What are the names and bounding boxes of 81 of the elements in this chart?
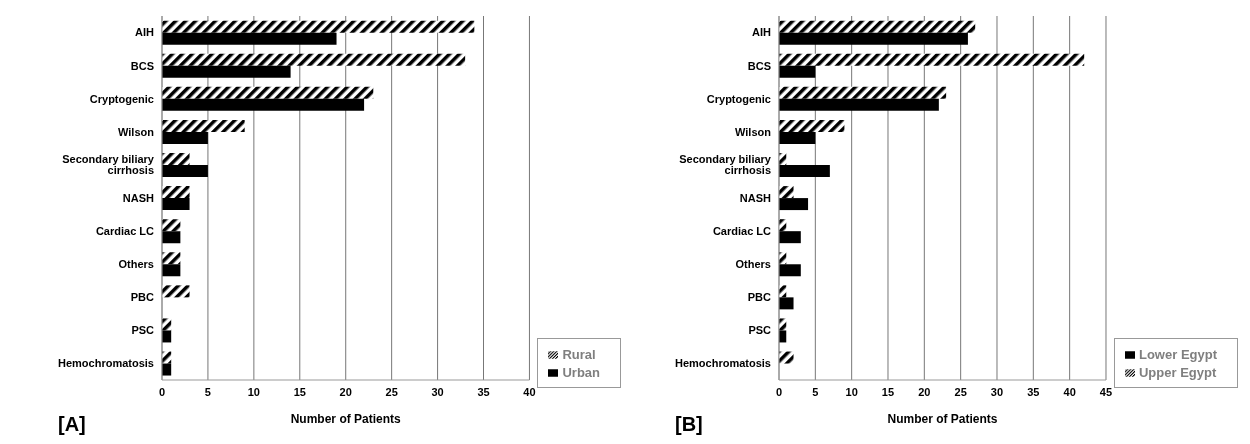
x-tick-label: 35 — [477, 385, 490, 398]
x-tick-label: 10 — [845, 385, 858, 398]
bar — [779, 65, 816, 78]
x-tick-label: 20 — [918, 385, 931, 398]
bar — [162, 219, 181, 232]
bar — [162, 264, 181, 277]
x-tick-label: 30 — [990, 385, 1004, 398]
y-tick-label: AIH — [752, 26, 772, 39]
text: [B] — [675, 413, 703, 436]
legend-label: Upper Egypt — [1138, 365, 1217, 380]
bar — [779, 131, 816, 144]
x-tick-label: 35 — [1027, 385, 1040, 398]
y-tick-label: Wilson — [118, 125, 155, 138]
bar — [779, 86, 947, 99]
y-tick-label: Others — [118, 258, 154, 271]
bar — [162, 20, 475, 33]
bar — [779, 297, 794, 310]
bar — [162, 252, 181, 265]
bar — [162, 119, 245, 132]
bar — [162, 65, 291, 78]
x-tick-label: 10 — [247, 385, 260, 398]
bar — [779, 53, 1085, 66]
y-tick-label: AIH — [135, 26, 155, 39]
y-tick-label: BCS — [747, 59, 771, 72]
bar — [779, 198, 809, 211]
x-tick-label: 25 — [954, 385, 967, 398]
y-tick-label: Cardiac LC — [712, 225, 772, 237]
y-tick-label: NASH — [739, 191, 772, 204]
bar — [779, 351, 794, 364]
bar — [779, 186, 794, 199]
bar — [162, 32, 337, 45]
legend-label: Rural — [562, 347, 596, 362]
y-tick-label: BCS — [130, 59, 154, 72]
y-tick-label: PBC — [130, 291, 155, 304]
bar — [779, 98, 939, 111]
bar — [162, 53, 466, 66]
bar — [162, 98, 365, 111]
bar — [162, 131, 208, 144]
bar — [779, 32, 968, 45]
bar — [779, 20, 976, 33]
y-tick-label: PSC — [748, 324, 772, 337]
y-tick-label: NASH — [122, 191, 155, 204]
bar — [162, 165, 208, 177]
bar — [162, 285, 190, 298]
y-tick-label: Cryptogenic — [706, 92, 771, 105]
x-tick-label: 5 — [204, 385, 211, 398]
x-tick-label: 40 — [1063, 385, 1076, 398]
bar — [779, 165, 830, 177]
y-tick-label: Cryptogenic — [89, 92, 154, 105]
text: [A] — [58, 413, 86, 436]
legend-label: Urban — [562, 365, 600, 380]
bar — [162, 198, 190, 211]
bar — [779, 119, 845, 132]
x-tick-label: 45 — [1099, 385, 1113, 398]
bar — [162, 231, 181, 244]
y-tick-label: Cardiac LC — [95, 225, 155, 237]
x-tick-label: 30 — [431, 385, 444, 398]
x-axis-title: Number of Patients — [290, 411, 402, 426]
x-tick-label: 20 — [339, 385, 352, 398]
x-tick-label: 15 — [293, 385, 306, 398]
y-tick-label: Secondary biliary cirrhosis — [679, 153, 772, 177]
x-tick-label: 0 — [158, 385, 166, 398]
y-tick-label: PSC — [131, 324, 155, 337]
bar — [162, 153, 190, 165]
y-tick-label: Wilson — [735, 125, 772, 138]
y-tick-label: Hemochromatosis — [675, 357, 771, 370]
bar — [779, 231, 801, 244]
y-tick-label: Others — [735, 258, 771, 271]
x-tick-label: 40 — [523, 385, 536, 398]
bar — [779, 264, 801, 277]
x-axis-title: Number of Patients — [887, 411, 998, 426]
bar — [162, 86, 374, 99]
x-tick-label: 15 — [881, 385, 895, 398]
y-tick-label: PBC — [747, 291, 772, 304]
legend-label: Lower Egypt — [1138, 347, 1217, 362]
x-tick-label: 25 — [385, 385, 398, 398]
bar — [162, 186, 190, 199]
y-tick-label: Hemochromatosis — [58, 357, 154, 370]
y-tick-label: Secondary biliary cirrhosis — [62, 153, 155, 177]
x-tick-label: 0 — [775, 385, 783, 398]
x-tick-label: 5 — [812, 385, 819, 398]
